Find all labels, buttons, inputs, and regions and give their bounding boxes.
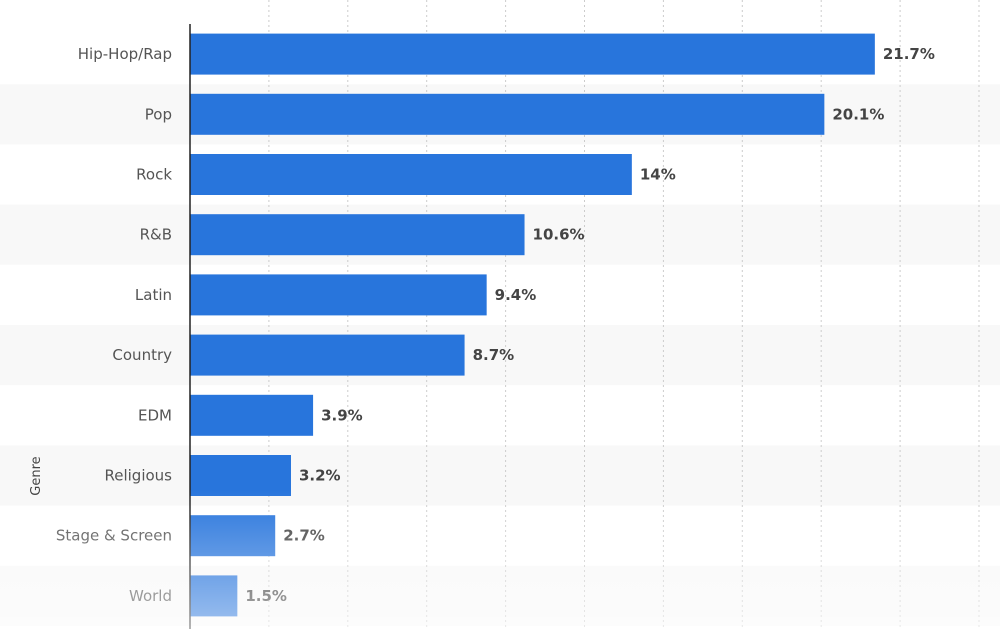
bar[interactable] (190, 214, 525, 256)
bar[interactable] (190, 93, 825, 135)
value-label: 9.4% (495, 286, 537, 304)
bar[interactable] (190, 515, 276, 557)
category-label: Pop (145, 105, 172, 123)
category-label: World (129, 587, 172, 605)
bar[interactable] (190, 154, 632, 195)
value-label: 14% (640, 166, 676, 184)
bar[interactable] (190, 33, 875, 75)
row-band (0, 325, 1000, 386)
value-label: 2.7% (283, 527, 325, 545)
category-label: Rock (136, 166, 172, 184)
bar[interactable] (190, 274, 487, 316)
value-label: 3.2% (299, 467, 341, 485)
category-label: Latin (135, 286, 172, 304)
value-label: 20.1% (832, 105, 884, 123)
bar[interactable] (190, 455, 291, 496)
value-label: 1.5% (245, 587, 287, 605)
category-label: R&B (140, 226, 172, 244)
value-label: 10.6% (533, 226, 585, 244)
category-label: EDM (138, 406, 172, 424)
bar[interactable] (190, 334, 465, 376)
category-label: Stage & Screen (56, 527, 172, 545)
y-axis-label: Genre (29, 456, 44, 495)
bar[interactable] (190, 394, 314, 436)
category-label: Religious (105, 467, 173, 485)
category-label: Country (112, 346, 172, 364)
category-label: Hip-Hop/Rap (78, 45, 172, 63)
value-label: 3.9% (321, 406, 363, 424)
value-label: 8.7% (473, 346, 515, 364)
value-label: 21.7% (883, 45, 935, 63)
bar[interactable] (190, 575, 238, 617)
